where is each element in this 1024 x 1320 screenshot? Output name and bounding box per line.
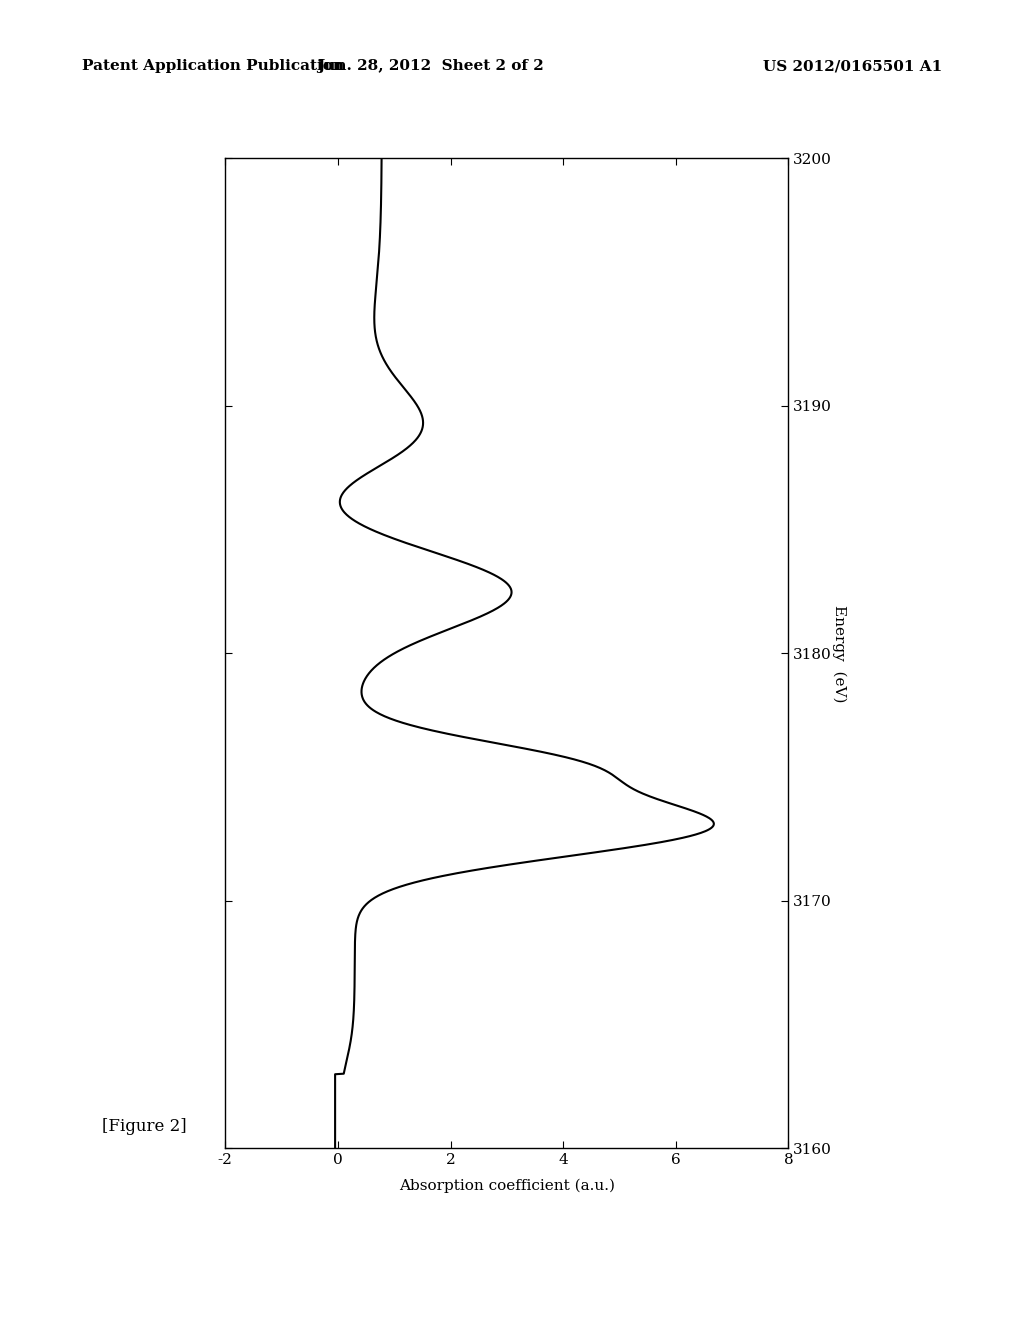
Y-axis label: Energy  (eV): Energy (eV) (831, 605, 846, 702)
Text: US 2012/0165501 A1: US 2012/0165501 A1 (763, 59, 942, 74)
Text: Jun. 28, 2012  Sheet 2 of 2: Jun. 28, 2012 Sheet 2 of 2 (316, 59, 544, 74)
Text: Patent Application Publication: Patent Application Publication (82, 59, 344, 74)
Text: [Figure 2]: [Figure 2] (102, 1118, 187, 1135)
X-axis label: Absorption coefficient (a.u.): Absorption coefficient (a.u.) (399, 1179, 614, 1193)
